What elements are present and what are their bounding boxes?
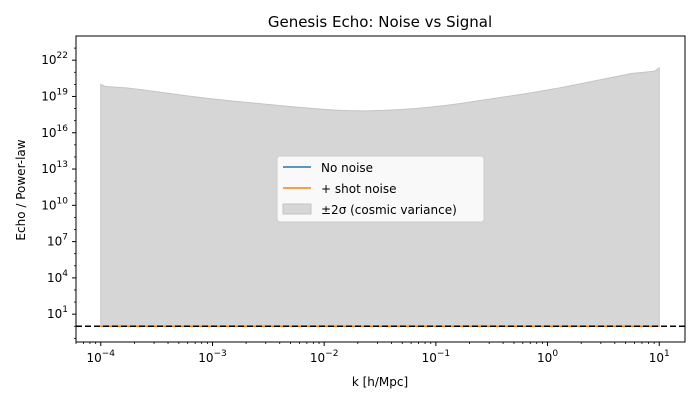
y-tick-label: 1019 (41, 87, 68, 103)
y-tick-label: 104 (47, 269, 68, 285)
legend-label-band: ±2σ (cosmic variance) (321, 203, 457, 217)
x-tick-label: 10−1 (422, 349, 451, 365)
y-tick-label: 1010 (41, 196, 68, 212)
y-tick-label: 1016 (41, 124, 68, 140)
axes-frame (75, 35, 686, 343)
x-axis-label: k [h/Mpc] (352, 375, 408, 389)
legend-label-shot-noise: + shot noise (321, 182, 397, 196)
y-axis-label: Echo / Power-law (14, 139, 28, 240)
x-tick-label: 101 (649, 349, 670, 365)
legend-label-no-noise: No noise (321, 161, 373, 175)
legend-frame (276, 155, 485, 223)
y-tick-label: 1022 (41, 51, 68, 67)
x-tick-label: 10−2 (310, 349, 339, 365)
legend-swatch-band (282, 203, 312, 215)
x-tick-label: 10−4 (86, 349, 115, 365)
chart-title: Genesis Echo: Noise vs Signal (268, 13, 492, 31)
y-tick-label: 107 (47, 233, 68, 249)
legend: No noise + shot noise ±2σ (cosmic varian… (276, 155, 485, 223)
y-tick-label: 1013 (41, 160, 68, 176)
x-tick-label: 10−3 (198, 349, 227, 365)
x-tick-label: 100 (537, 349, 558, 365)
y-tick-label: 101 (47, 305, 68, 321)
